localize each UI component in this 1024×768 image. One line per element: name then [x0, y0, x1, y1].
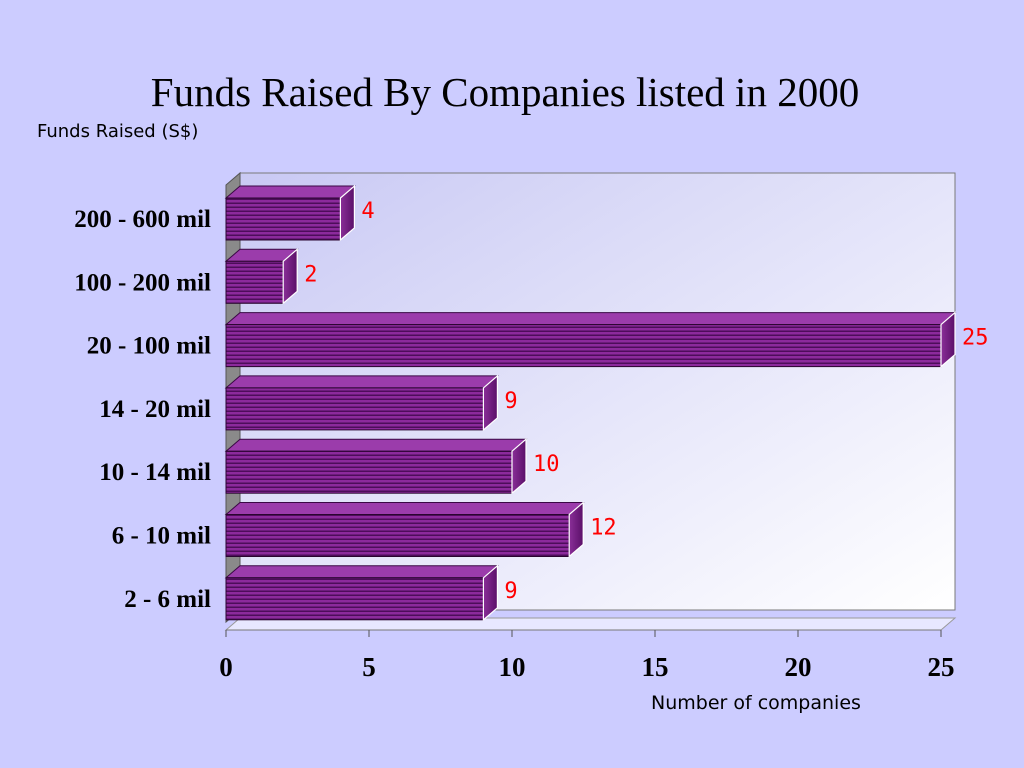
bar-end-cap [482, 374, 498, 432]
bar-front-face [225, 260, 284, 304]
bar: 9 [224, 374, 518, 432]
bar-end-cap [511, 437, 527, 495]
bar: 4 [224, 184, 375, 242]
bar-end-cap [940, 311, 956, 368]
bar-front-face [225, 324, 942, 368]
category-label: 2 - 6 mil [124, 586, 211, 613]
x-tick-label: 25 [928, 652, 955, 682]
y-axis-title: Funds Raised (S$) [37, 121, 199, 142]
data-label: 2 [304, 262, 317, 287]
chart-title: Funds Raised By Companies listed in 2000 [150, 69, 860, 115]
bar-front-face [225, 197, 341, 241]
data-label: 12 [590, 516, 617, 541]
data-label: 9 [504, 579, 517, 604]
bar: 25 [224, 311, 989, 368]
category-label: 100 - 200 mil [74, 269, 211, 296]
bar-end-cap [482, 564, 498, 622]
data-label: 9 [504, 389, 517, 414]
bar-top-face [224, 565, 499, 579]
bar-top-face [224, 438, 528, 452]
bar: 10 [224, 437, 560, 495]
x-tick-label: 20 [785, 652, 812, 682]
category-label: 10 - 14 mil [99, 459, 211, 486]
bar-top-face [224, 312, 957, 326]
bar-top-face [224, 502, 585, 515]
category-label: 6 - 10 mil [112, 523, 211, 550]
x-axis-title: Number of companies [651, 692, 861, 714]
bar-front-face [225, 577, 484, 621]
bar: 9 [224, 564, 518, 622]
bar-front-face [225, 450, 513, 494]
bar: 2 [224, 247, 317, 305]
x-tick-label: 0 [219, 652, 233, 682]
data-label: 4 [361, 199, 374, 224]
bar-end-cap [339, 184, 355, 242]
data-label: 25 [962, 326, 989, 351]
plot-area-wall [224, 171, 957, 631]
bar-front-face [225, 387, 484, 431]
bar-end-cap [568, 501, 584, 558]
category-label: 20 - 100 mil [87, 333, 211, 360]
bar-top-face [224, 185, 356, 199]
category-label: 14 - 20 mil [99, 396, 211, 423]
data-label: 10 [533, 452, 560, 477]
bar-top-face [224, 375, 499, 389]
bar: 12 [224, 501, 617, 558]
bar-front-face [225, 514, 570, 557]
category-label: 200 - 600 mil [74, 206, 211, 233]
x-tick-label: 15 [642, 652, 669, 682]
x-tick-label: 5 [362, 652, 376, 682]
bar-end-cap [282, 247, 298, 305]
x-tick-label: 10 [499, 652, 526, 682]
